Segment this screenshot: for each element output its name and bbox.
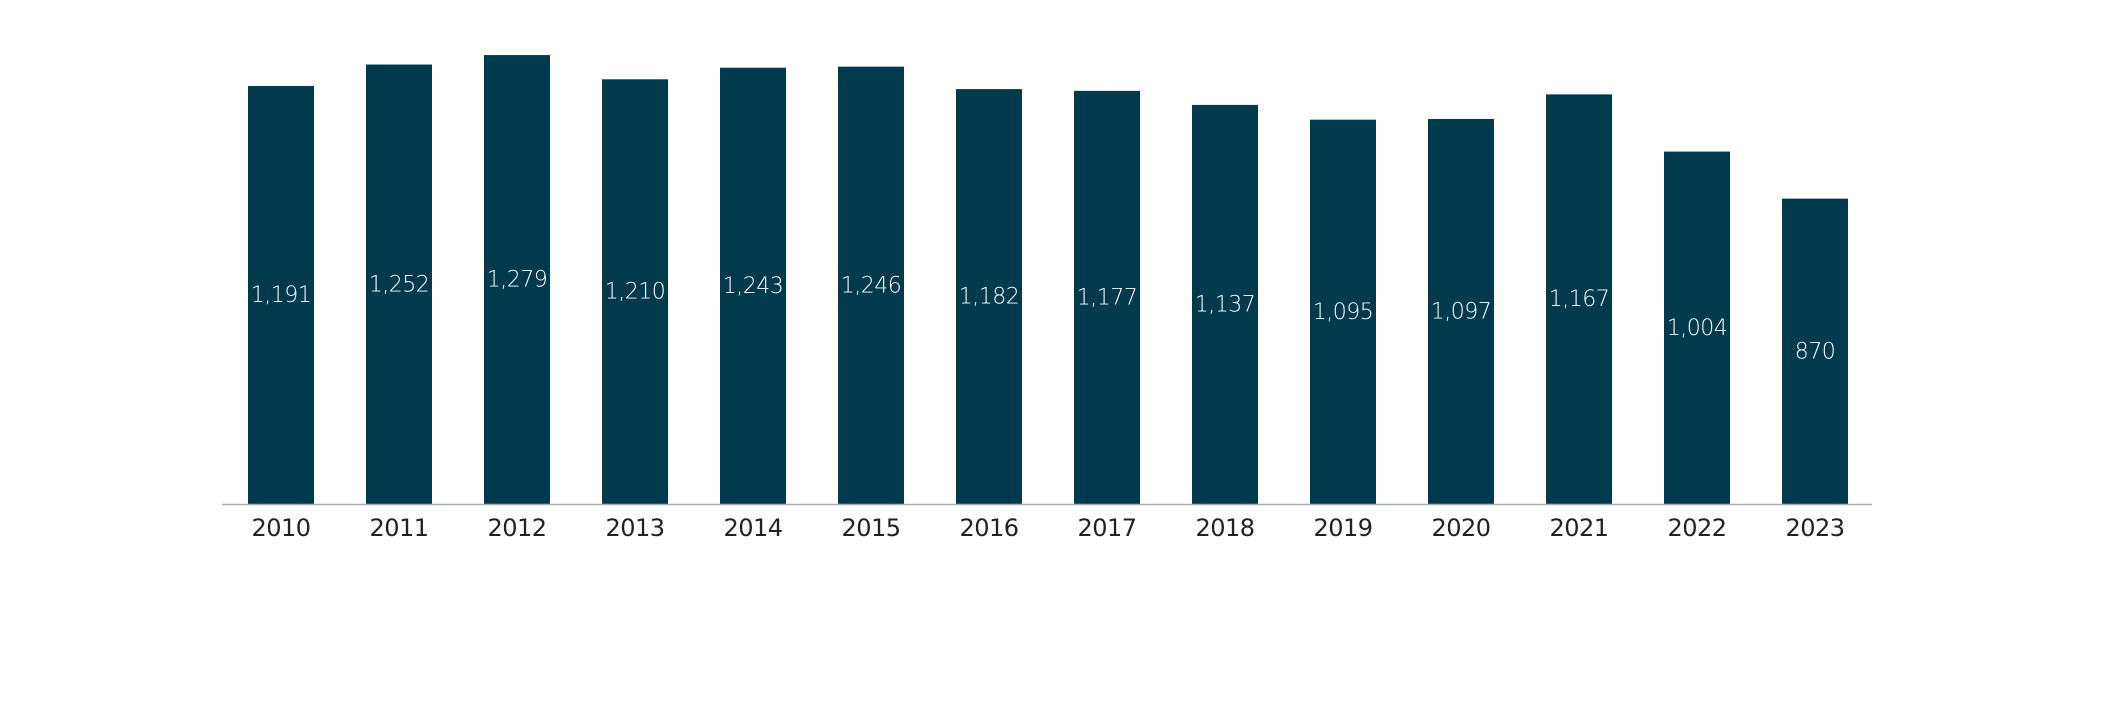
data-label-2017: 1,177 <box>1077 285 1137 310</box>
data-label-2010: 1,191 <box>251 283 311 308</box>
bar-2018 <box>1192 104 1258 505</box>
x-tick-2012: 2012 <box>487 514 546 542</box>
data-label-2020: 1,097 <box>1431 299 1491 324</box>
bar-2010 <box>248 85 314 505</box>
bar-2013 <box>602 79 668 504</box>
data-label-2014: 1,243 <box>723 274 783 299</box>
data-label-2023: 870 <box>1795 339 1836 364</box>
data-label-2018: 1,137 <box>1195 292 1255 317</box>
x-tick-2023: 2023 <box>1785 514 1844 542</box>
bar-2019 <box>1310 119 1376 504</box>
data-label-2011: 1,252 <box>369 272 429 297</box>
data-label-2021: 1,167 <box>1549 287 1609 312</box>
x-tick-2022: 2022 <box>1667 514 1726 542</box>
bar-2014 <box>720 67 786 504</box>
bar-2020 <box>1428 118 1494 504</box>
bar-2012 <box>484 55 550 505</box>
data-label-2016: 1,182 <box>959 285 1019 310</box>
x-tick-2011: 2011 <box>369 514 428 542</box>
bar-2021 <box>1546 94 1612 505</box>
bar-2011 <box>366 64 432 504</box>
data-label-2012: 1,279 <box>487 268 547 293</box>
bar-2023 <box>1782 198 1848 504</box>
x-tick-2019: 2019 <box>1313 514 1372 542</box>
x-tick-2021: 2021 <box>1549 514 1608 542</box>
x-tick-2017: 2017 <box>1077 514 1136 542</box>
x-tick-2014: 2014 <box>723 514 782 542</box>
x-tick-2018: 2018 <box>1195 514 1254 542</box>
data-label-2015: 1,246 <box>841 273 901 298</box>
x-tick-2015: 2015 <box>841 514 900 542</box>
bar-2022 <box>1664 151 1730 504</box>
data-label-2022: 1,004 <box>1667 316 1727 341</box>
bar-2017 <box>1074 90 1140 505</box>
bar-2016 <box>956 89 1022 505</box>
data-label-2013: 1,210 <box>605 280 665 305</box>
x-tick-2010: 2010 <box>251 514 310 542</box>
x-tick-2020: 2020 <box>1431 514 1490 542</box>
data-label-2019: 1,095 <box>1313 300 1373 325</box>
bar-2015 <box>838 66 904 505</box>
x-tick-2016: 2016 <box>959 514 1018 542</box>
x-tick-2013: 2013 <box>605 514 664 542</box>
